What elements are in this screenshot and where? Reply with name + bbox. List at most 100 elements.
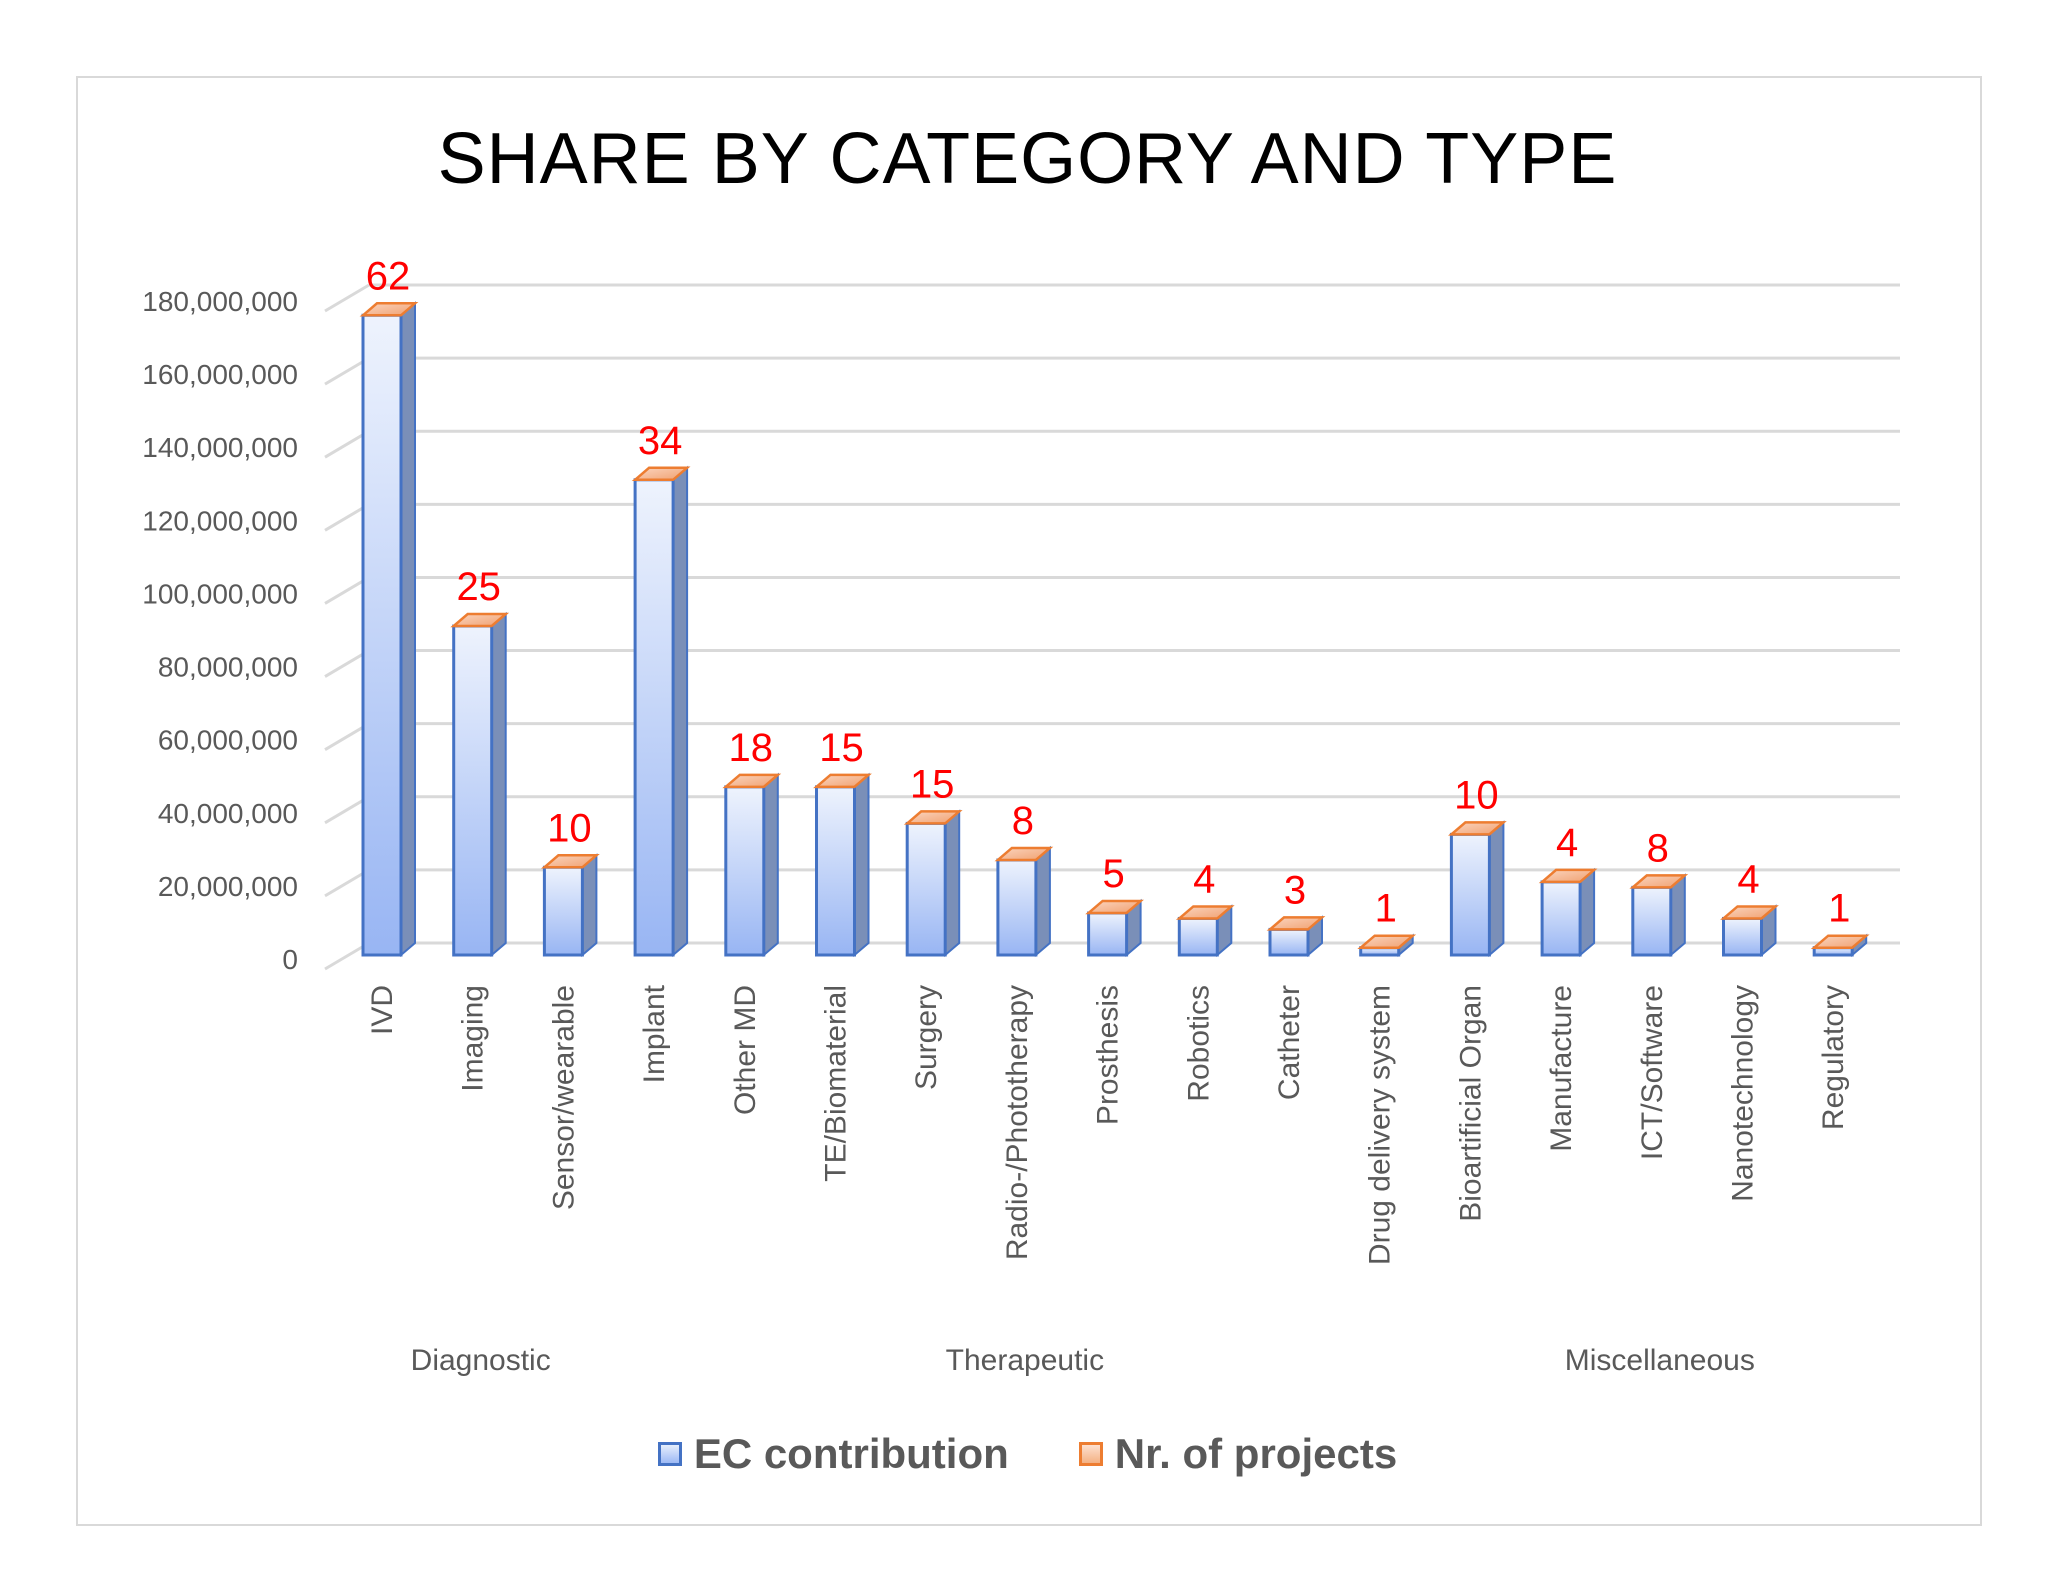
bar [994, 845, 1054, 958]
bar-side [1034, 845, 1051, 958]
bar-cap [631, 466, 691, 482]
bar-front [1631, 885, 1673, 957]
chart-plot: 0 20,000,000 40,000,000 60,000,000 80,000,00… [142, 254, 1900, 1377]
x-tick-label: IVD [366, 985, 399, 1035]
bar-cap [1538, 868, 1598, 884]
data-label: 8 [1012, 799, 1034, 843]
legend-item-ec: EC contribution [657, 1430, 1009, 1478]
x-tick-label: Regulatory [1817, 985, 1850, 1130]
bar-side [762, 772, 779, 958]
bar [1720, 904, 1779, 958]
x-tick-label: Imaging [457, 985, 490, 1092]
legend-item-nr: Nr. of projects [1078, 1430, 1397, 1478]
bar-front [724, 785, 766, 957]
data-label: 3 [1284, 868, 1306, 912]
bar-cap [1810, 934, 1870, 949]
bar-side [944, 809, 961, 958]
data-label: 5 [1102, 852, 1124, 896]
y-tick-label: 80,000,000 [158, 652, 298, 683]
data-label: 10 [1454, 773, 1499, 817]
bar-front [633, 478, 675, 957]
data-label: 1 [1828, 887, 1850, 931]
bar [1538, 867, 1598, 958]
data-label: 25 [456, 565, 501, 609]
bar-side [1488, 820, 1505, 958]
bar [1175, 904, 1235, 958]
y-tick-label: 180,000,000 [142, 286, 298, 317]
x-tick-label: Robotics [1182, 985, 1215, 1102]
bar-cap [359, 302, 419, 317]
legend-swatch-nr [1078, 1442, 1103, 1466]
bar-side [490, 611, 507, 958]
bar-front [996, 858, 1038, 957]
data-label: 1 [1375, 887, 1397, 931]
bar [1448, 820, 1507, 958]
x-tick-label: TE/Biomaterial [820, 985, 853, 1182]
bar-front [905, 821, 947, 957]
chart-title: SHARE BY CATEGORY AND TYPE [437, 119, 1618, 199]
bar-front [1087, 911, 1129, 957]
bar-front [361, 313, 403, 957]
legend-swatch-ec [657, 1442, 682, 1466]
bar [1085, 898, 1144, 958]
bar-front [1268, 927, 1310, 957]
bar [1266, 915, 1326, 958]
bar [450, 611, 510, 958]
bar-cap [813, 773, 872, 789]
bar-front [1722, 916, 1763, 957]
bar-cap [994, 846, 1054, 862]
x-tick-label: Nanotechnology [1727, 985, 1760, 1202]
x-tick-label: Surgery [910, 985, 943, 1090]
data-label: 15 [910, 762, 955, 806]
bar-cap [541, 854, 600, 869]
x-tick-label: Manufacture [1545, 985, 1578, 1152]
data-label: 4 [1737, 857, 1759, 901]
y-tick-label: 140,000,000 [142, 432, 298, 463]
bar-front [1540, 880, 1582, 957]
bar [541, 853, 600, 958]
y-tick-label: 160,000,000 [142, 359, 298, 390]
x-tick-label: Sensor/wearable [547, 985, 580, 1210]
bar-cap [450, 612, 510, 628]
bar [359, 301, 419, 958]
bar-cap [903, 810, 963, 825]
x-tick-label: Prosthesis [1092, 985, 1125, 1125]
y-tick-label: 60,000,000 [158, 725, 298, 756]
bar [722, 772, 782, 958]
bar-cap [1357, 934, 1417, 949]
bar [1629, 873, 1689, 958]
data-label: 15 [819, 726, 864, 770]
bar-front [815, 785, 856, 957]
x-tick-label: Catheter [1273, 985, 1306, 1100]
bar [903, 809, 963, 958]
group-label: Therapeutic [946, 1344, 1104, 1377]
y-tick-label: 0 [282, 944, 298, 975]
chart-legend: EC contribution Nr. of projects [0, 1430, 2055, 1478]
bar [1810, 933, 1870, 958]
bar-cap [1085, 899, 1144, 915]
bar-front [542, 865, 584, 957]
bar [813, 772, 872, 958]
gridline-edge [324, 283, 370, 313]
x-tick-label: Bioartificial Organ [1454, 985, 1487, 1222]
bar-cap [1175, 905, 1235, 920]
bar-front [1177, 916, 1219, 957]
y-tick-label: 20,000,000 [158, 871, 298, 902]
data-label: 34 [638, 419, 683, 463]
data-label: 18 [729, 726, 774, 770]
bar-side [400, 301, 416, 958]
bar [1357, 933, 1417, 958]
bar-cap [722, 773, 782, 789]
bar-cap [1629, 874, 1689, 889]
group-label: Diagnostic [411, 1344, 551, 1377]
x-tick-label: Other MD [729, 985, 762, 1115]
bar-side [853, 772, 870, 958]
group-label: Miscellaneous [1565, 1344, 1755, 1377]
bar-cap [1720, 905, 1779, 920]
y-tick-label: 40,000,000 [158, 798, 298, 829]
x-tick-label: ICT/Software [1636, 985, 1669, 1160]
data-label: 4 [1556, 821, 1578, 865]
data-label: 10 [547, 806, 592, 850]
bar-side [581, 853, 598, 958]
data-label: 62 [366, 254, 411, 298]
